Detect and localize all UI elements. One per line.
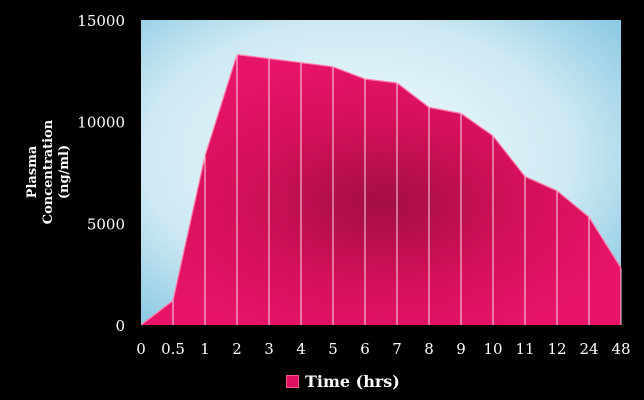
y-axis: 0 5000 10000 15000 [77, 12, 125, 335]
x-tick-label: 24 [579, 340, 598, 358]
series-line [140, 53, 622, 326]
x-tick-label: 0 [136, 340, 146, 358]
x-tick-label: 8 [424, 340, 434, 358]
x-tick-label: 12 [547, 340, 566, 358]
x-tick-label: 4 [296, 340, 306, 358]
y-axis-title-line-2: Concentration [41, 119, 56, 224]
y-axis-title-line-3: (ng/ml) [57, 145, 72, 199]
y-tick-label: 10000 [77, 114, 125, 132]
y-axis-title-line-1: Plasma [25, 145, 40, 198]
y-tick-label: 15000 [77, 12, 125, 30]
x-tick-label: 10 [483, 340, 502, 358]
x-tick-label: 3 [264, 340, 274, 358]
x-tick-label: 5 [328, 340, 338, 358]
y-axis-title: Plasma Concentration (ng/ml) [25, 119, 72, 224]
x-tick-label: 48 [611, 340, 630, 358]
series-area [141, 54, 621, 325]
y-tick-label: 5000 [87, 215, 125, 233]
x-tick-label: 7 [392, 340, 402, 358]
x-tick-label: 11 [515, 340, 534, 358]
x-tick-label: 1 [200, 340, 210, 358]
x-axis: 0 0.5 1 2 3 4 5 6 7 8 9 10 11 12 24 48 [136, 340, 630, 358]
legend: Time (hrs) [286, 372, 400, 391]
y-tick-label: 0 [115, 317, 125, 335]
x-tick-label: 0.5 [161, 340, 185, 358]
x-tick-label: 9 [456, 340, 466, 358]
area-layer [140, 53, 622, 326]
legend-swatch [286, 375, 299, 388]
legend-label: Time (hrs) [305, 372, 400, 391]
x-tick-label: 6 [360, 340, 370, 358]
x-tick-label: 2 [232, 340, 242, 358]
